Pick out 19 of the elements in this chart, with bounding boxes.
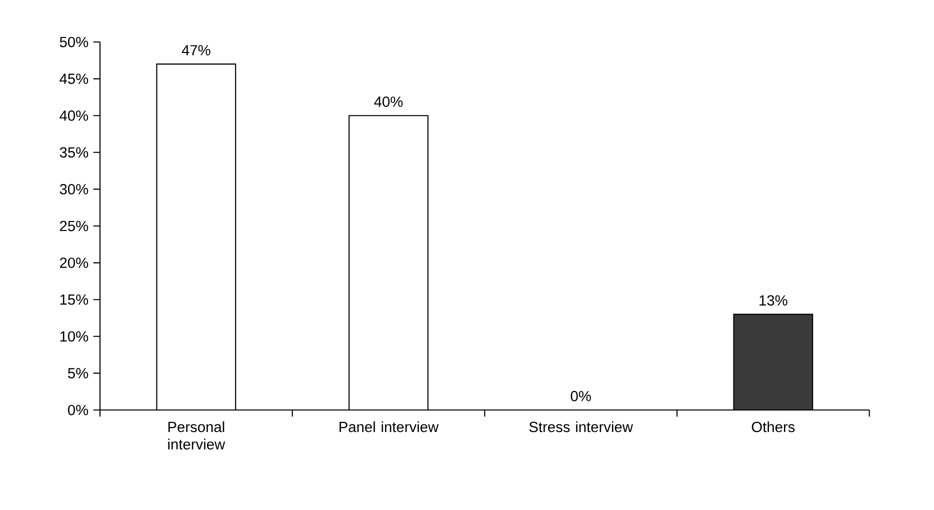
x-tick-label: Personal interview <box>168 421 226 450</box>
data-label: 47% <box>182 45 210 56</box>
data-label: 0% <box>570 390 591 402</box>
x-tick-label: Panel interview <box>340 421 439 432</box>
y-tick-label: 5% <box>68 368 88 378</box>
y-tick-label: 35% <box>60 147 88 158</box>
y-tick-label: 40% <box>60 110 88 121</box>
y-tick-label: 15% <box>60 294 88 305</box>
y-tick-label: 45% <box>60 74 88 84</box>
data-label: 40% <box>374 96 403 107</box>
x-tick-label: Stress interview <box>529 421 634 432</box>
y-tick-label: 10% <box>60 331 88 342</box>
y-tick-label: 50% <box>60 36 88 48</box>
y-tick-label: 25% <box>60 220 88 232</box>
x-tick-label: Others <box>752 421 795 432</box>
y-tick-label: 0% <box>68 404 88 416</box>
data-label: 13% <box>760 295 788 306</box>
y-tick-label: 20% <box>60 258 88 268</box>
y-tick-label: 30% <box>60 184 88 194</box>
